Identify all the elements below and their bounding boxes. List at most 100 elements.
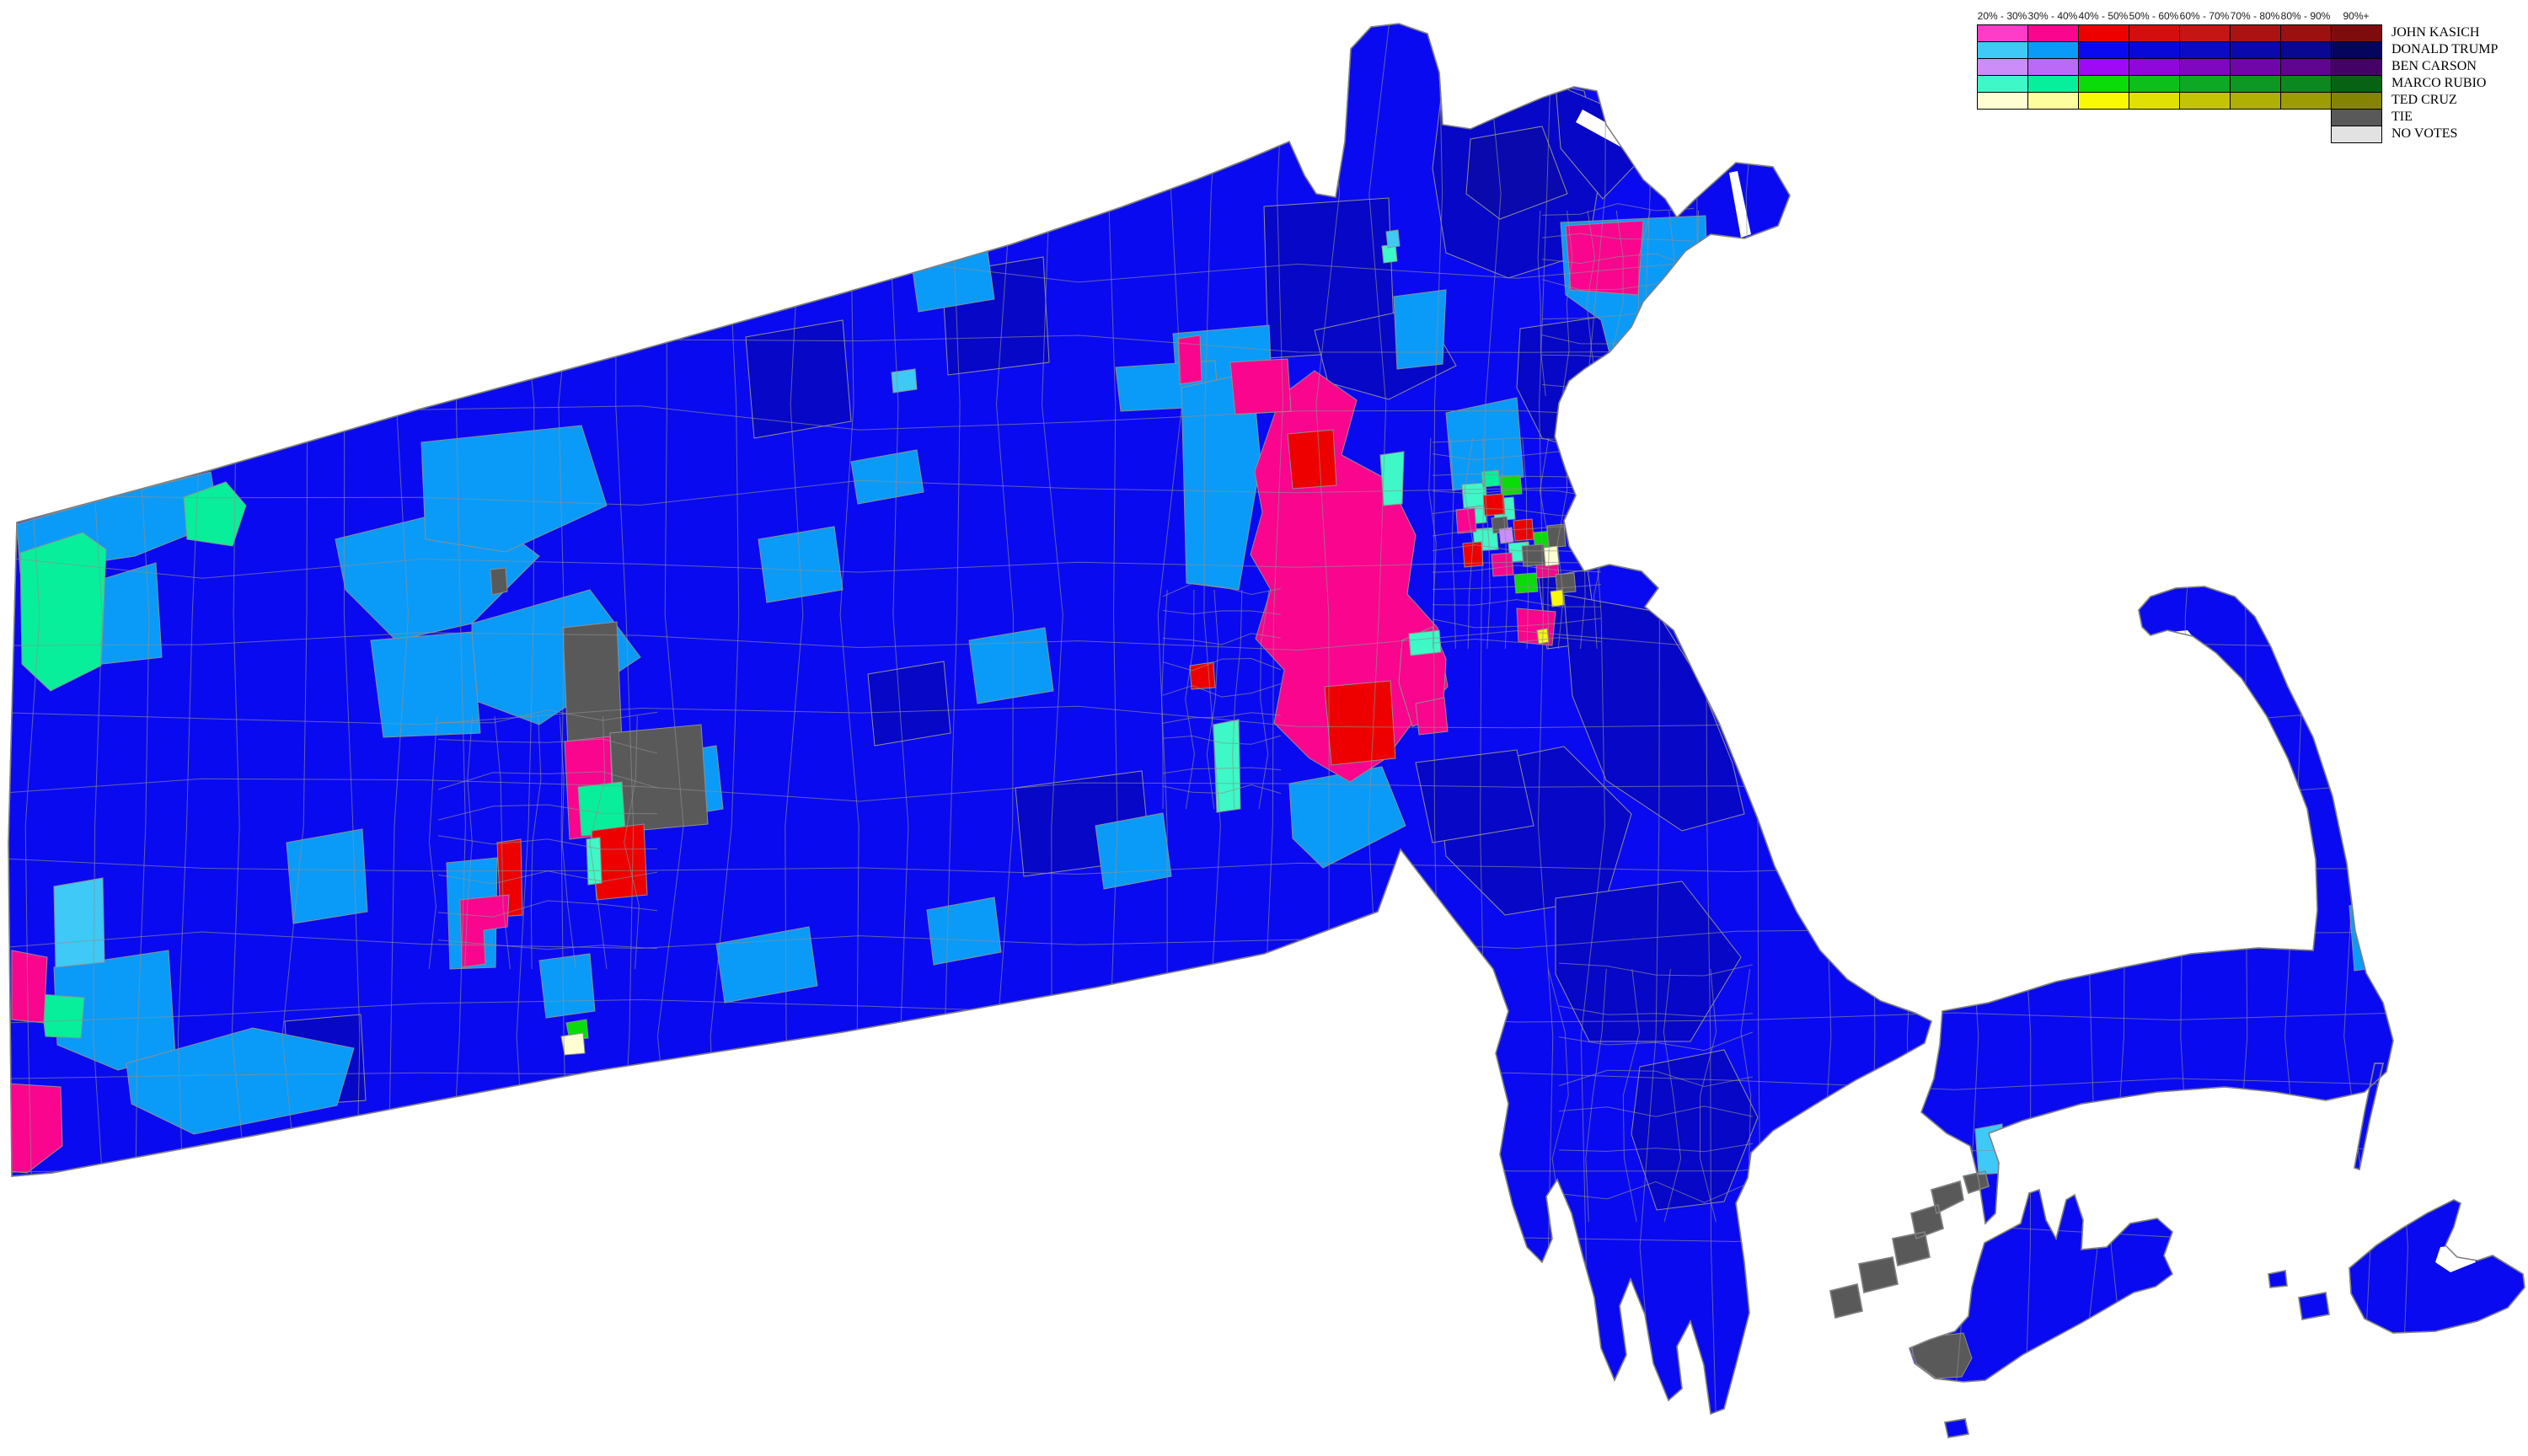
region-green-worcester-strip [1213, 719, 1241, 813]
legend-swatch-kasich-60-70- [2179, 24, 2231, 42]
region-lightblue-ct-border-1 [715, 926, 818, 1004]
region-boston-core-k30-1 [1455, 507, 1477, 534]
region-lightblue-midwest [286, 828, 368, 924]
region-boston-core-k40-3 [1513, 518, 1534, 542]
legend-swatch-rubio-70-80- [2230, 75, 2281, 93]
legend-swatch-cruz-50-60- [2129, 92, 2180, 110]
region-gray-small-west [490, 567, 508, 596]
legend-swatch-kasich-50-60- [2129, 24, 2180, 42]
legend-pct-label: 40% - 50% [2078, 10, 2129, 22]
legend-swatch-rubio-80-90- [2280, 75, 2332, 93]
legend-swatch-kasich-20-30- [1977, 24, 2028, 42]
legend-swatch-kasich-70-80- [2230, 24, 2281, 42]
coastline-elizabeth-island-6 [1829, 1283, 1863, 1319]
region-lightblue-central-2 [850, 449, 924, 505]
region-navy-se-interior [1555, 881, 1742, 1042]
legend-pct-label: 90%+ [2343, 10, 2370, 22]
region-lightblue-springfield-band [538, 953, 596, 1019]
legend-swatch-cruz-30-40- [2027, 92, 2079, 110]
region-pink-north-shore [1565, 220, 1644, 296]
legend-pct-label: 80% - 90% [2280, 10, 2331, 22]
legend-swatch-trump-90-+ [2331, 41, 2382, 59]
legend-swatch-carson-70-80- [2230, 58, 2281, 76]
legend-swatch-rubio-60-70- [2179, 75, 2231, 93]
coastline-nomans-land-island [1944, 1418, 1969, 1438]
coastline-elizabeth-island-1 [1963, 1170, 1990, 1194]
coastline-marthas-vineyard [1909, 1189, 2173, 1383]
region-boston-core-r40-3 [1513, 572, 1539, 594]
region-green-great-barrington [40, 993, 85, 1039]
legend-swatch-trump-70-80- [2230, 41, 2281, 59]
region-lightblue-north-border [909, 239, 995, 313]
legend-swatch-cruz-20-30- [1977, 92, 2028, 110]
region-lightblue-chatham [2349, 897, 2401, 972]
region-navy-haverhill [1465, 126, 1568, 220]
region-navy-norfolk-west [1415, 749, 1534, 843]
legend-swatch-trump-50-60- [2129, 41, 2180, 59]
legend-swatch-trump-60-70- [2179, 41, 2231, 59]
legend-label-no-votes: NO VOTES [2391, 126, 2458, 141]
region-boston-core-cruz-pale [1543, 545, 1560, 567]
region-boston-core-carson [1498, 527, 1514, 544]
region-pink-sw-corner [8, 1083, 63, 1174]
coastline-elizabeth-island-4 [1892, 1231, 1931, 1266]
legend-swatch-trump-30-40- [2027, 41, 2079, 59]
legend-swatch-tie [2331, 109, 2382, 126]
region-green-williamstown [19, 532, 107, 692]
legend-swatch-no_votes [2331, 126, 2382, 143]
region-lightblue-central-5 [1095, 812, 1172, 890]
legend-label-ben-carson: BEN CARSON [2391, 59, 2477, 73]
region-navy-new-bedford [1631, 1049, 1759, 1211]
region-navy-essex-coast [1555, 83, 1644, 200]
legend-swatch-kasich-40-50- [2078, 24, 2129, 42]
region-boston-core-r40-1 [1499, 474, 1523, 496]
map-coastline [8, 23, 2525, 1438]
region-cyan-sw-berkshire [53, 877, 105, 968]
region-boston-core-cruz-1 [1550, 589, 1565, 608]
region-navy-central-small [867, 661, 951, 747]
region-lightblue-south-berkshire-2 [126, 1027, 355, 1135]
legend-swatch-rubio-20-30- [1977, 75, 2028, 93]
legend-swatch-kasich-30-40- [2027, 24, 2079, 42]
region-navy-north-central-1 [745, 319, 852, 439]
coastline-monomoy-spit [2354, 1063, 2384, 1170]
legend-swatch-cruz-70-80- [2230, 92, 2281, 110]
region-red-acton-boxborough [1287, 429, 1337, 490]
region-cyan-falmouth-woods-hole [1974, 1123, 2005, 1175]
region-boston-core-k30-2 [1491, 552, 1514, 577]
legend-swatch-carson-40-50- [2078, 58, 2129, 76]
coastline-elizabeth-island-5 [1858, 1256, 1899, 1293]
legend-swatch-carson-20-30- [1977, 58, 2028, 76]
legend-swatch-carson-80-90- [2280, 58, 2332, 76]
legend-swatch-rubio-50-60- [2129, 75, 2180, 93]
region-lightblue-central-3 [968, 627, 1054, 704]
coastline-tuckernuck-island [2268, 1270, 2288, 1288]
map-base-landmass [8, 23, 2525, 1438]
legend-label-marco-rubio: MARCO RUBIO [2391, 76, 2487, 90]
region-gray-aquinnah [1910, 1332, 1973, 1379]
legend-swatch-trump-80-90- [2280, 41, 2332, 59]
coastline-mainland [8, 23, 1932, 1416]
legend-swatch-trump-40-50- [2078, 41, 2129, 59]
map-region-patches [8, 75, 2476, 1379]
legend-swatch-carson-30-40- [2027, 58, 2079, 76]
region-red-sudbury-wayland [1324, 680, 1396, 766]
region-cyan-lowell [1385, 229, 1401, 249]
legend-swatch-cruz-80-90- [2280, 92, 2332, 110]
legend-label-donald-trump: DONALD TRUMP [2391, 42, 2499, 56]
region-boston-core-k40-2 [1462, 541, 1484, 568]
legend-swatch-trump-20-30- [1977, 41, 2028, 59]
legend-label-john-kasich: JOHN KASICH [2391, 25, 2480, 40]
legend-label-ted-cruz: TED CRUZ [2391, 93, 2457, 107]
region-sea-annisquam-cut [1729, 171, 1751, 238]
legend-pct-label: 20% - 30% [1977, 10, 2027, 22]
region-pink-west-edge [11, 950, 48, 1024]
legend-swatch-carson-90-+ [2331, 58, 2382, 76]
legend-pct-label: 50% - 60% [2129, 10, 2179, 22]
legend-swatch-rubio-90-+ [2331, 75, 2382, 93]
region-navy-south-shore [1563, 594, 1745, 832]
region-navy-taunton-west [1394, 943, 1492, 1046]
legend-swatch-cruz-60-70- [2179, 92, 2231, 110]
